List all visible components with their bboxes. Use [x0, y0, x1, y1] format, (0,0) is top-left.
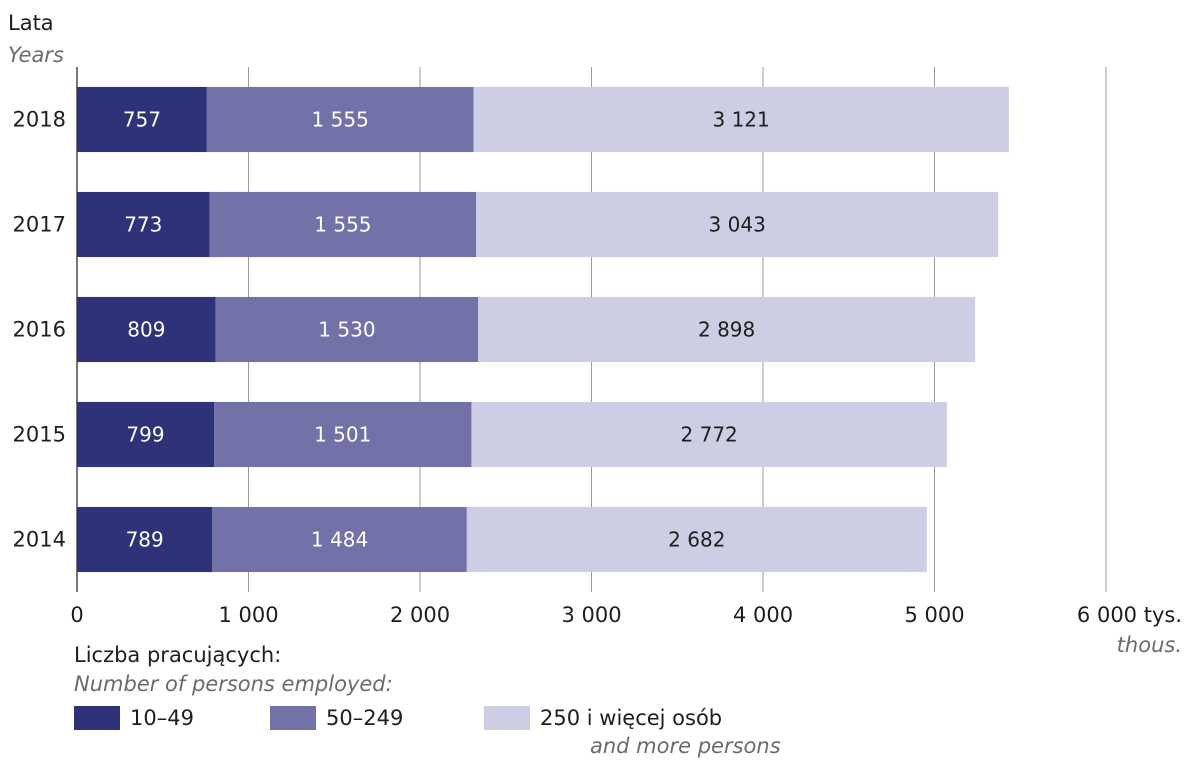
legend-swatch-10-49 [74, 706, 120, 730]
bar-segment-2018-1 [206, 86, 474, 153]
category-label-2017: 2017 [13, 213, 66, 237]
bars: 757 1 555 3 121 773 1 555 3 043 809 1 530 2 898 7… [77, 86, 1009, 573]
data-label-2014-0: 789 [126, 528, 164, 552]
x-tick-label: 3 000 [561, 603, 621, 627]
legend-title-en: Number of persons employed: [74, 672, 393, 696]
legend-items: 10–49 50–249 250 i więcej osób and more … [74, 704, 1174, 764]
x-tick-label: 0 [70, 603, 83, 627]
data-label-2015-1: 1 501 [314, 423, 371, 447]
bar-segment-2016-1 [215, 296, 479, 363]
bar-segment-2017-1 [209, 191, 477, 258]
legend-title: Liczba pracujących: [74, 643, 282, 667]
bar-segment-2018-0 [77, 86, 207, 153]
data-label-2018-2: 3 121 [713, 108, 770, 132]
x-tick-label: 1 000 [218, 603, 278, 627]
legend-label-250-plus: 250 i więcej osób [540, 706, 723, 730]
bar-segment-2014-0 [77, 506, 213, 573]
legend-item-10-49: 10–49 [74, 704, 194, 732]
y-axis-title-en: Years [8, 43, 64, 67]
bar-segment-2016-2 [478, 296, 976, 363]
x-tick-label: 5 000 [904, 603, 964, 627]
data-label-2018-0: 757 [123, 108, 161, 132]
category-label-2016: 2016 [13, 318, 66, 342]
data-label-2016-2: 2 898 [698, 318, 755, 342]
data-label-2018-1: 1 555 [312, 108, 369, 132]
legend-label-10-49: 10–49 [130, 706, 194, 730]
category-label-2015: 2015 [13, 423, 66, 447]
data-label-2015-2: 2 772 [681, 423, 738, 447]
legend: Liczba pracujących: Number of persons em… [74, 640, 1174, 764]
x-unit-label-en: thous. [1117, 633, 1182, 657]
x-unit-label: 6 000 tys. [1077, 603, 1182, 627]
data-label-2017-0: 773 [124, 213, 162, 237]
legend-item-50-249: 50–249 [270, 704, 403, 732]
legend-swatch-250-plus [484, 706, 530, 730]
x-tick-label: 4 000 [733, 603, 793, 627]
x-tick-label: 2 000 [390, 603, 450, 627]
bar-segment-2014-2 [466, 506, 927, 573]
bar-segment-2015-0 [77, 401, 215, 468]
data-label-2014-2: 2 682 [668, 528, 725, 552]
category-labels: 2018 2017 2016 2015 2014 [13, 108, 66, 552]
bar-segment-2015-2 [471, 401, 947, 468]
category-label-2018: 2018 [13, 108, 66, 132]
bar-segment-2018-2 [473, 86, 1009, 153]
bar-segment-2016-0 [77, 296, 216, 363]
data-label-2017-1: 1 555 [314, 213, 371, 237]
x-tick-labels: 0 1 000 2 000 3 000 4 000 5 000 [70, 603, 964, 627]
legend-label-250-plus-en: and more persons [590, 734, 781, 758]
data-label-2015-0: 799 [126, 423, 164, 447]
data-label-2017-2: 3 043 [709, 213, 766, 237]
category-label-2014: 2014 [13, 528, 66, 552]
legend-item-250-plus: 250 i więcej osób and more persons [484, 704, 781, 760]
data-label-2014-1: 1 484 [311, 528, 368, 552]
bar-segment-2015-1 [214, 401, 472, 468]
bar-segment-2017-2 [476, 191, 999, 258]
bar-segment-2017-0 [77, 191, 210, 258]
legend-label-50-249: 50–249 [326, 706, 404, 730]
y-axis-title: Lata [8, 11, 54, 35]
data-label-2016-1: 1 530 [318, 318, 375, 342]
bar-segment-2014-1 [212, 506, 467, 573]
legend-swatch-50-249 [270, 706, 316, 730]
data-label-2016-0: 809 [127, 318, 165, 342]
